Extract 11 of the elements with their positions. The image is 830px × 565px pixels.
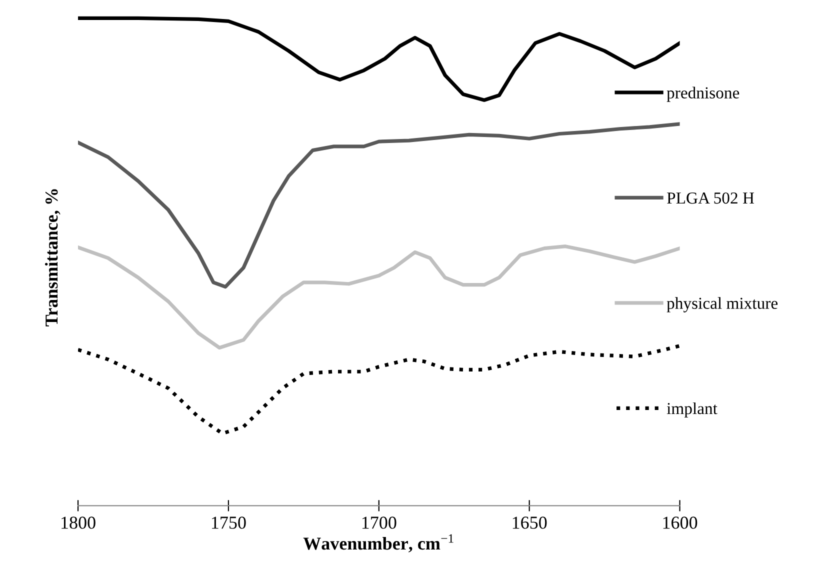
x-tick-label: 1600 [663, 516, 698, 529]
x-axis-title: Wavenumber, cm$^{−1}$ [303, 534, 454, 552]
legend-label: PLGA 502 H [667, 192, 754, 204]
x-tick-label: 1750 [212, 516, 246, 529]
x-tick-label: 1650 [512, 516, 547, 529]
x-tick-label: 1700 [362, 516, 396, 529]
legend-label: prednisone [666, 86, 740, 102]
legend-label: physical mixture [666, 297, 778, 312]
legend-label: implant [666, 402, 718, 418]
x-tick-label: 1800 [62, 516, 96, 529]
y-axis-title: Transmittance, % [44, 189, 60, 326]
